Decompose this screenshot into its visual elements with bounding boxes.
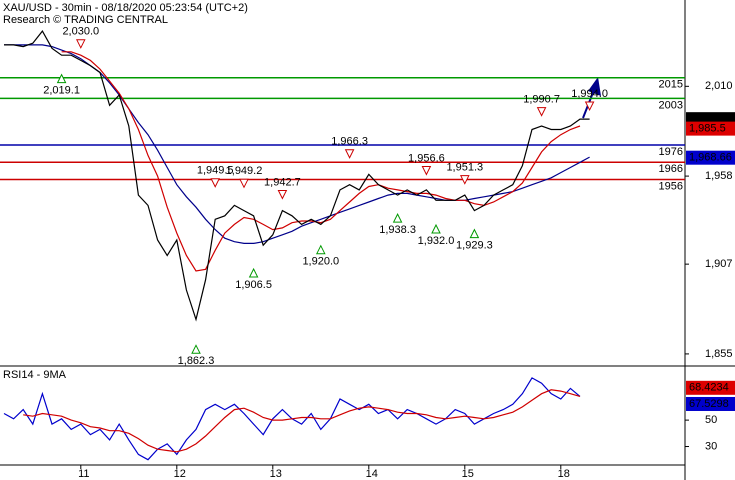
x-tick-label: 12 (174, 468, 186, 480)
marker-label: 1,951.3 (446, 162, 483, 174)
price-tag (686, 121, 735, 136)
marker-label: 1,932.0 (418, 235, 455, 247)
price-tag (686, 380, 735, 395)
high-marker (536, 107, 547, 117)
marker-label: 1,994.0 (571, 88, 608, 100)
price-tag (686, 396, 735, 411)
price-tag-label: 1,985.5 (689, 123, 726, 135)
high-marker (344, 149, 355, 159)
low-marker (56, 73, 67, 84)
price-tag-label: 67.5298 (689, 398, 729, 410)
price-tag-label: 1,968.66 (689, 152, 732, 164)
level-label: 1976 (659, 146, 683, 158)
chart-subtitle: Research © TRADING CENTRAL (3, 14, 168, 26)
marker-label: 1,949.2 (226, 165, 263, 177)
high-marker (75, 39, 86, 49)
low-marker (248, 267, 259, 278)
marker-label: 1,862.3 (178, 355, 215, 367)
high-marker (210, 178, 221, 188)
marker-label: 1,956.6 (408, 152, 445, 164)
high-marker (459, 175, 470, 185)
marker-label: 1,938.3 (379, 224, 416, 236)
high-marker (239, 178, 249, 189)
x-tick-label: 18 (558, 468, 570, 480)
x-tick-label: 13 (270, 468, 282, 480)
rsi-average (23, 389, 581, 453)
rsi-y-tick-label: 30 (705, 440, 717, 452)
marker-label: 1,906.5 (235, 279, 272, 291)
marker-label: 1,949.5 (197, 165, 234, 177)
marker-label: 1,929.3 (456, 240, 493, 252)
level-label: 2015 (659, 79, 683, 91)
x-tick-label: 15 (462, 468, 474, 480)
y-tick-label: 1,958 (705, 170, 733, 182)
rsi-y-tick-label: 50 (705, 414, 717, 426)
level-label: 1956 (659, 180, 683, 192)
high-marker (421, 166, 432, 176)
rsi-title: RSI14 - 9MA (3, 369, 67, 381)
arrow-head (588, 77, 601, 96)
marker-label: 1,990.7 (523, 94, 560, 106)
x-tick-label: 11 (78, 468, 89, 480)
marker-label: 1,920.0 (302, 256, 339, 268)
marker-label: 1,966.3 (331, 136, 368, 148)
x-tick-label: 14 (366, 468, 378, 480)
level-label: 2003 (659, 99, 683, 111)
price-tag-label: 68.4234 (689, 382, 729, 394)
low-marker (431, 223, 441, 234)
low-marker (191, 344, 201, 354)
price-line (4, 30, 590, 322)
moving-average (61, 51, 581, 272)
high-marker (584, 101, 595, 112)
marker-label: 2,030.0 (62, 26, 99, 38)
high-marker (277, 190, 288, 200)
chart-title: XAU/USD - 30min - 08/18/2020 05:23:54 (U… (3, 2, 248, 14)
low-marker (469, 228, 480, 239)
level-label: 1966 (659, 163, 683, 175)
price-tag (686, 150, 735, 165)
marker-label: 1,942.7 (264, 176, 301, 188)
y-tick-label: 2,010 (705, 80, 733, 92)
y-tick-label: 1,855 (705, 348, 733, 360)
low-marker (392, 212, 403, 223)
marker-label: 2,019.1 (43, 85, 80, 97)
low-marker (315, 244, 326, 255)
moving-average (4, 44, 590, 244)
y-tick-label: 1,907 (705, 258, 733, 270)
